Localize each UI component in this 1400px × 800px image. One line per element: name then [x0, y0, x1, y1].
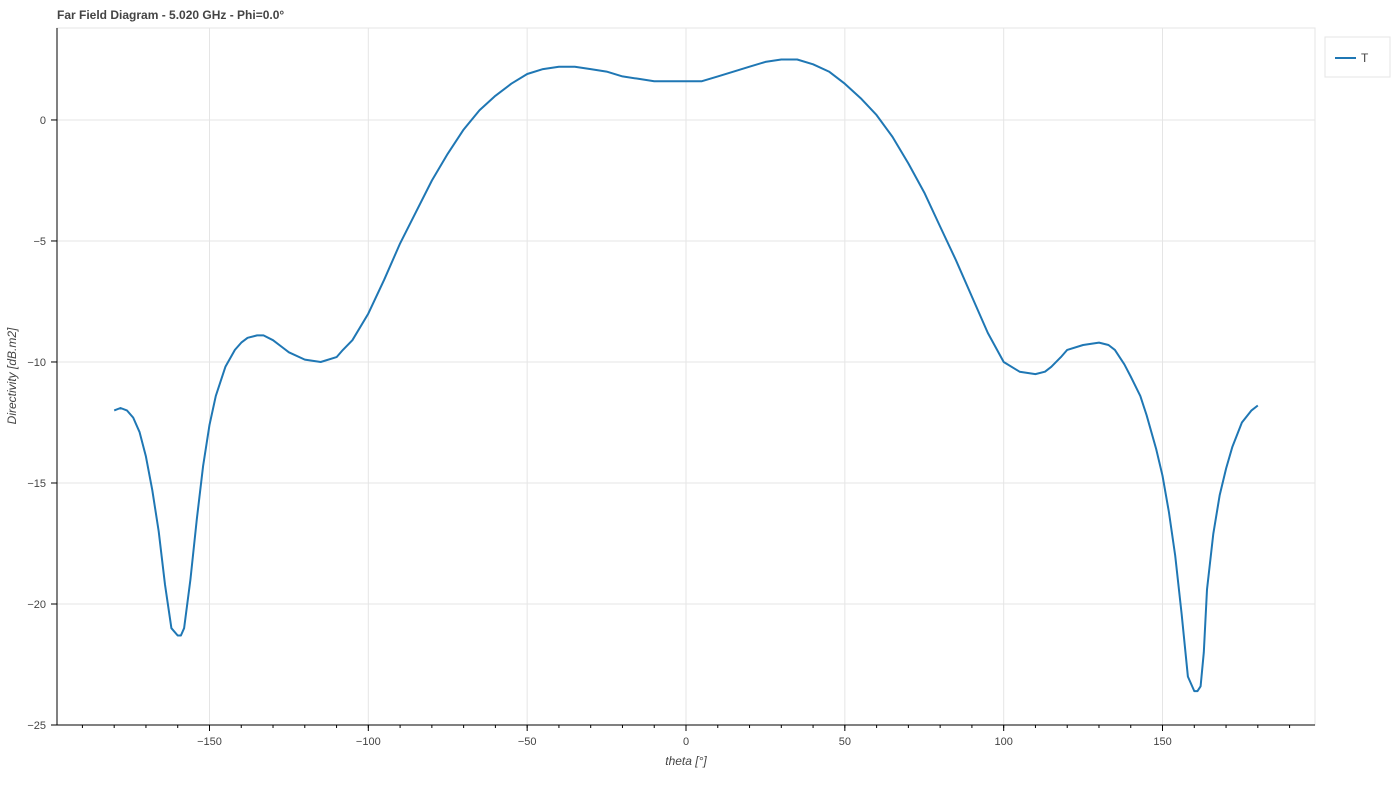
series-layer — [113, 58, 1259, 693]
x-tick-label: 50 — [839, 736, 851, 748]
legend-label-t: T — [1361, 51, 1369, 65]
y-tick-label: −25 — [27, 720, 46, 732]
x-tick-label: 150 — [1153, 736, 1171, 748]
series-line-t — [113, 58, 1259, 693]
chart-title: Far Field Diagram - 5.020 GHz - Phi=0.0° — [57, 8, 284, 22]
y-axis-label: Directivity [dB.m2] — [5, 327, 19, 424]
grid — [57, 28, 1315, 726]
legend-box — [1324, 36, 1391, 78]
x-tick-label: −150 — [197, 736, 222, 748]
x-axis-label: theta [°] — [665, 754, 707, 768]
y-tick-label: −15 — [27, 478, 46, 490]
y-tick-label: −10 — [27, 357, 46, 369]
x-tick-label: −100 — [356, 736, 381, 748]
x-tick-label: −50 — [518, 736, 537, 748]
y-tick-label: −20 — [27, 599, 46, 611]
legend: T — [1324, 36, 1391, 78]
axes: −150 −100 −50 0 50 100 150−25−20−15−10−50 — [27, 28, 1315, 748]
x-tick-label: 100 — [994, 736, 1012, 748]
x-tick-label: 0 — [683, 736, 689, 748]
y-tick-label: −5 — [33, 236, 46, 248]
y-tick-label: 0 — [40, 115, 46, 127]
